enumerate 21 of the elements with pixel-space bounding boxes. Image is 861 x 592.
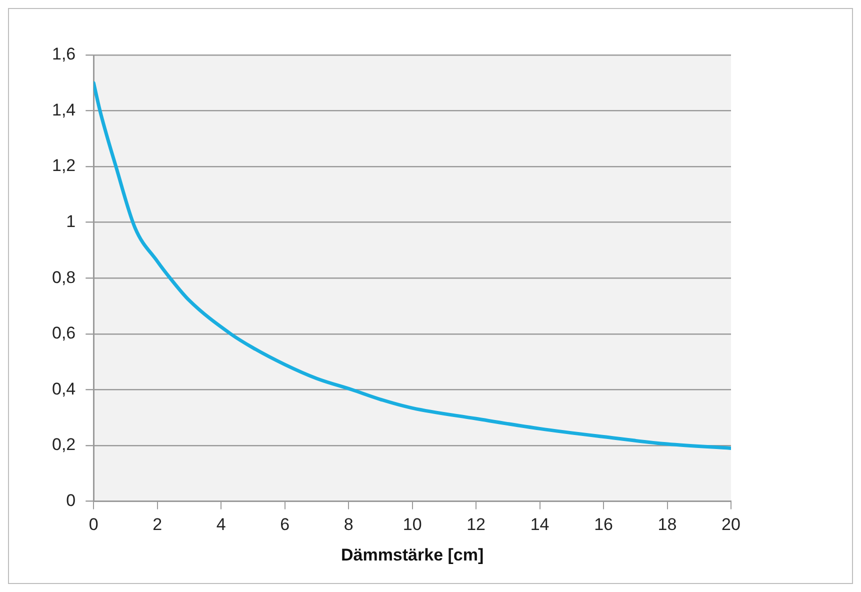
x-tick-label: 10 [402, 515, 422, 534]
x-tick-label: 2 [152, 515, 162, 534]
y-tick-label: 1,4 [52, 100, 76, 120]
y-tick-label: 0,6 [52, 324, 76, 343]
x-axis-title: Dämmstärke [cm] [340, 545, 484, 564]
y-tick-label: 0,4 [52, 379, 76, 398]
y-tick-label: 0 [66, 490, 76, 510]
y-tick-label: 1,6 [52, 44, 76, 64]
x-tick-label: 14 [530, 515, 550, 534]
y-tick-label: 1,2 [52, 156, 76, 176]
x-tick-label: 4 [216, 515, 226, 534]
y-tick-label: 0,2 [52, 435, 76, 454]
y-tick-label: 1 [66, 212, 76, 232]
x-tick-label: 18 [658, 515, 677, 534]
x-tick-label: 12 [466, 515, 486, 534]
x-tick-label: 0 [88, 515, 98, 534]
x-tick-label: 20 [722, 515, 740, 534]
x-tick-label: 8 [344, 515, 354, 534]
x-tick-label: 16 [594, 515, 613, 534]
y-tick-label: 0,8 [52, 268, 76, 287]
x-tick-label: 6 [280, 515, 290, 534]
